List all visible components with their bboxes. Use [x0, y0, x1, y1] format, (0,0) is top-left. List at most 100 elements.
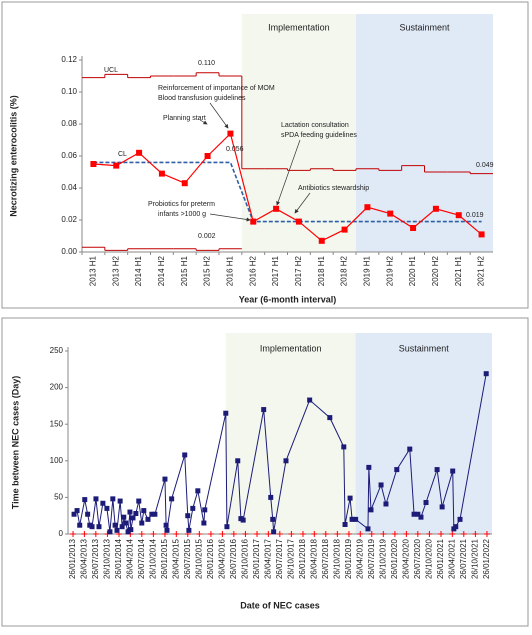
data-line: [93, 132, 482, 242]
x-tick-label: 26/04/2021: [447, 538, 456, 579]
x-tick-label: 2014 H2: [157, 255, 166, 286]
data-point: [96, 524, 102, 530]
x-tick-label: 26/07/2016: [229, 538, 238, 579]
annotation: 0.056: [226, 146, 244, 153]
annotation-arrow: [276, 139, 301, 206]
data-point: [130, 515, 136, 521]
data-point: [432, 205, 439, 212]
data-point: [100, 500, 106, 506]
x-tick-label: 26/10/2016: [241, 538, 250, 579]
annotation: 0.110: [198, 60, 215, 67]
data-point: [152, 511, 158, 517]
data-point: [133, 511, 139, 517]
annotation: 0.019: [466, 212, 484, 219]
data-point: [347, 495, 353, 501]
x-tick-label: 26/04/2015: [171, 538, 180, 579]
data-point: [453, 524, 459, 530]
data-point: [457, 516, 463, 522]
data-point: [82, 497, 88, 503]
x-tick: [334, 531, 341, 537]
data-point: [342, 521, 348, 527]
data-point: [368, 507, 374, 513]
x-tick: [219, 531, 226, 537]
x-tick-label: 26/07/2017: [275, 538, 284, 579]
x-tick: [380, 531, 387, 537]
data-point: [270, 516, 276, 522]
annotation: infants >1000 g: [158, 211, 206, 218]
phase-band: [356, 14, 493, 252]
data-point: [318, 237, 325, 244]
annotation-arrow: [209, 102, 229, 129]
x-tick: [345, 531, 352, 537]
x-tick: [403, 531, 410, 537]
data-point: [114, 527, 120, 533]
x-tick: [483, 531, 490, 537]
x-tick-label: 2020 H1: [408, 255, 417, 286]
x-tick-label: 26/01/2013: [68, 538, 77, 579]
y-tick-label: 0.02: [61, 215, 77, 224]
data-point: [113, 162, 120, 169]
annotation: 0.002: [198, 233, 216, 240]
x-tick: [357, 531, 364, 537]
x-tick-label: 26/01/2022: [482, 538, 491, 579]
data-point: [283, 458, 289, 464]
x-tick-label: 26/01/2021: [436, 538, 445, 579]
data-point: [240, 517, 246, 523]
data-point: [139, 520, 145, 526]
x-tick-label: 2018 H2: [340, 255, 349, 286]
x-tick: [368, 531, 375, 537]
data-point: [366, 464, 372, 470]
data-point: [104, 505, 110, 511]
y-tick-label: 0.04: [61, 183, 77, 192]
x-tick-label: 26/10/2021: [470, 538, 479, 579]
data-point: [71, 511, 77, 517]
data-point: [455, 212, 462, 219]
data-point: [227, 130, 234, 137]
phase-label: Sustainment: [399, 343, 450, 353]
y-tick-label: 0.06: [61, 151, 77, 160]
x-tick: [276, 531, 283, 537]
x-tick: [173, 531, 180, 537]
x-tick: [288, 531, 295, 537]
data-point: [125, 529, 131, 535]
data-point: [365, 526, 371, 532]
annotation: Probiotics for preterm: [148, 201, 215, 208]
x-tick: [254, 531, 261, 537]
data-point: [439, 504, 445, 510]
data-point: [235, 458, 241, 464]
x-tick-label: 26/04/2014: [125, 538, 134, 579]
x-tick-label: 26/10/2020: [425, 538, 434, 579]
x-tick-label: 26/10/2014: [148, 538, 157, 579]
data-point: [349, 516, 355, 522]
x-tick: [196, 531, 203, 537]
x-tick-label: 26/04/2017: [263, 538, 272, 579]
x-tick-label: 26/10/2017: [287, 538, 296, 579]
x-tick: [150, 531, 157, 537]
x-tick-label: 26/10/2015: [194, 538, 203, 579]
y-axis-title: Time between NEC cases (Day): [10, 376, 20, 509]
y-tick-label: 0.12: [61, 55, 77, 64]
x-tick-label: 2013 H2: [111, 255, 120, 286]
data-point: [341, 444, 347, 450]
x-tick-label: 26/10/2019: [378, 538, 387, 579]
data-point: [136, 149, 143, 156]
data-point: [418, 514, 424, 520]
y-tick-label: 0.08: [61, 119, 77, 128]
data-point: [450, 468, 456, 474]
data-point: [273, 205, 280, 212]
annotation: Blood transfusion guidelines: [158, 95, 246, 102]
annotation-arrow: [199, 119, 208, 125]
x-tick-label: 2013 H1: [89, 255, 98, 286]
x-tick-label: 2018 H1: [317, 255, 326, 286]
y-axis-title: Necrotizing enterocolitis (%): [8, 95, 18, 217]
x-tick: [460, 531, 467, 537]
x-tick-label: 26/01/2019: [344, 538, 353, 579]
data-point: [195, 488, 201, 494]
data-point: [307, 397, 313, 403]
data-point: [181, 180, 188, 187]
x-tick-label: 26/01/2015: [160, 538, 169, 579]
y-tick-label: 250: [50, 346, 64, 355]
data-point: [327, 415, 333, 421]
data-point: [483, 371, 489, 377]
data-point: [423, 500, 429, 506]
